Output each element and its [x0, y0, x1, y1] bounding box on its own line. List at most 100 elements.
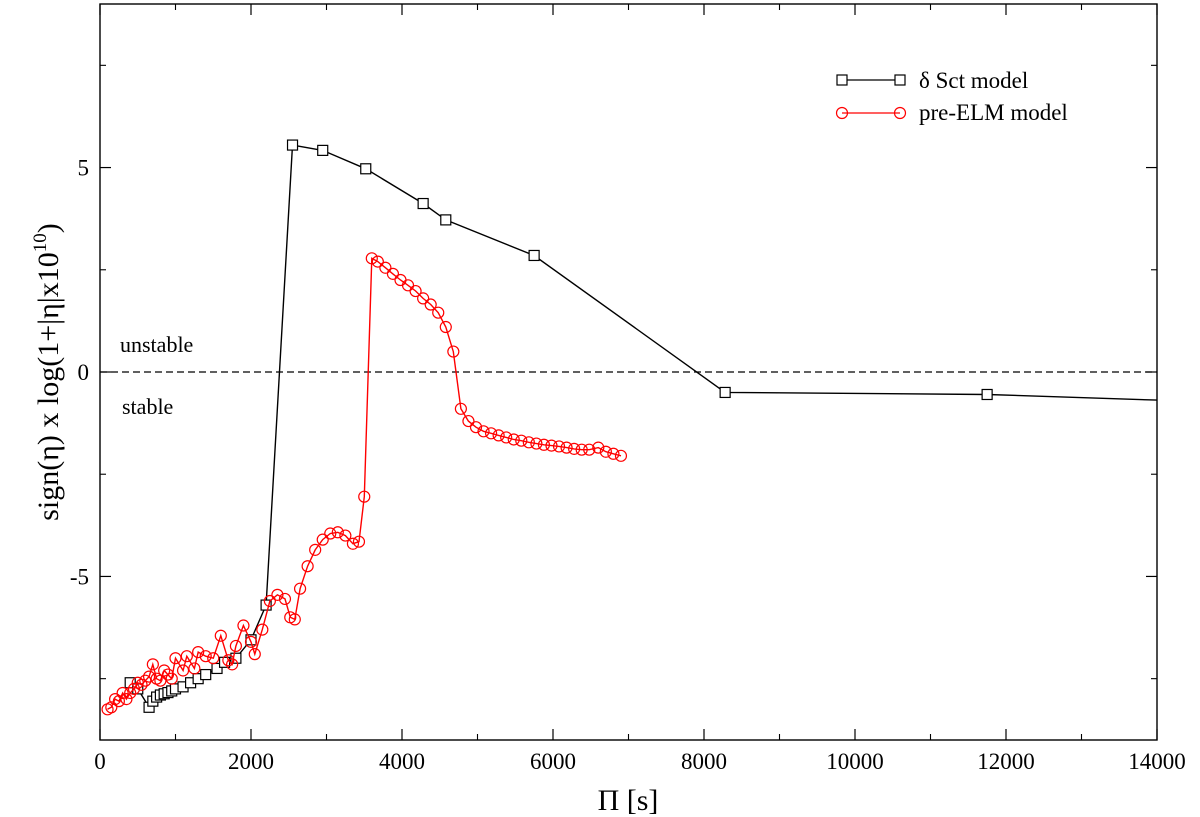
data-point-circle — [447, 345, 460, 358]
tick-labels: 0 2000 4000 6000 8000 10000 12000 14000 -5 0 5 — [70, 156, 1186, 774]
legend-circle-marker-icon — [835, 106, 849, 120]
data-point-circle — [188, 662, 201, 675]
data-point-circle — [583, 443, 596, 456]
data-point-circle — [599, 445, 612, 458]
data-point-circle — [409, 284, 422, 298]
y-axis-label-close: ) — [32, 223, 65, 233]
legend-circle-marker-icon — [893, 106, 907, 120]
data-point-square — [211, 662, 223, 675]
data-point-circle — [346, 537, 360, 550]
y-axis-label-main: sign(η) x log(1+|η|x10 — [32, 252, 65, 521]
data-point-circle — [169, 652, 182, 665]
data-point-circle — [439, 320, 452, 334]
data-point-circle — [256, 623, 269, 636]
data-point-circle — [607, 447, 620, 460]
data-point-circle — [522, 436, 535, 449]
x-tick-label: 10000 — [826, 749, 884, 774]
data-point-circle — [379, 261, 392, 274]
data-point-circle — [158, 664, 171, 677]
x-tick-label: 14000 — [1128, 749, 1186, 774]
data-point-circle — [293, 582, 307, 595]
data-point-circle — [477, 425, 490, 438]
y-axis-label: sign(η) x log(1+|η|x1010) — [30, 223, 65, 521]
data-point-circle — [331, 526, 344, 539]
data-point-circle — [146, 658, 159, 671]
data-point-circle — [226, 658, 239, 671]
data-point-circle — [271, 588, 284, 601]
data-point-circle — [116, 686, 129, 700]
legend-square-marker-icon — [894, 74, 906, 86]
data-point-circle — [537, 438, 551, 451]
data-point-square — [440, 214, 452, 226]
legend-entry-delta-sct: δ Sct model — [836, 68, 1028, 93]
data-point-square — [1167, 396, 1177, 406]
data-point-circle — [199, 650, 212, 663]
data-point-circle — [248, 648, 261, 661]
data-point-circle — [454, 402, 467, 415]
data-point-circle — [176, 664, 190, 677]
x-tick-label: 6000 — [530, 749, 576, 774]
data-point-circle — [552, 440, 566, 453]
data-point-square — [286, 139, 299, 151]
data-point-square — [360, 163, 372, 175]
legend-entry-pre-elm: pre-ELM model — [835, 100, 1068, 125]
x-tick-label: 4000 — [379, 749, 425, 774]
data-point-circle — [469, 421, 483, 434]
data-point-circle — [263, 594, 276, 608]
data-point-circle — [301, 560, 314, 573]
data-point-square — [230, 652, 242, 664]
data-point-circle — [592, 441, 605, 454]
annotation-unstable: unstable — [120, 332, 193, 357]
series-pre-elm — [101, 252, 628, 716]
data-point-circle — [192, 645, 205, 659]
data-point-square — [417, 197, 429, 210]
data-point-circle — [339, 529, 352, 542]
legend-label-delta-sct: δ Sct model — [919, 68, 1028, 93]
series-delta-sct — [124, 139, 1177, 713]
y-tick-label: 0 — [78, 360, 90, 385]
annotation-stable: stable — [122, 394, 173, 419]
legend-label-pre-elm: pre-ELM model — [919, 100, 1068, 125]
tick-marks — [99, 4, 1158, 740]
data-point-circle — [165, 672, 178, 685]
series-line — [107, 257, 622, 710]
data-point-circle — [135, 678, 148, 691]
data-point-circle — [545, 439, 558, 452]
data-point-circle — [161, 668, 175, 681]
x-tick-label: 12000 — [977, 749, 1035, 774]
data-point-circle — [127, 682, 141, 695]
data-point-square — [981, 388, 993, 401]
x-tick-label: 8000 — [681, 749, 727, 774]
data-point-circle — [568, 442, 581, 455]
y-axis-label-superscript: 10 — [30, 233, 51, 252]
x-axis-label: Π [s] — [598, 784, 659, 817]
data-point-circle — [560, 441, 573, 454]
data-point-circle — [229, 639, 242, 653]
data-point-circle — [424, 298, 437, 311]
data-point-circle — [515, 434, 528, 447]
legend-square-marker-icon — [836, 74, 848, 86]
data-point-circle — [365, 252, 378, 265]
data-point-circle — [324, 527, 337, 540]
data-point-circle — [316, 533, 329, 546]
data-point-circle — [244, 635, 258, 648]
data-point-circle — [142, 670, 156, 683]
data-point-circle — [386, 267, 400, 280]
data-point-circle — [500, 431, 513, 444]
data-point-circle — [124, 686, 137, 700]
data-point-circle — [371, 255, 384, 268]
legend: δ Sct model pre-ELM model — [835, 68, 1068, 125]
data-point-circle — [180, 650, 193, 663]
data-point-circle — [237, 619, 250, 632]
series-layer — [100, 139, 1177, 716]
data-point-circle — [139, 674, 152, 687]
data-point-circle — [288, 613, 301, 626]
data-point-circle — [214, 629, 227, 642]
data-point-circle — [309, 543, 322, 556]
y-tick-label: 5 — [78, 156, 90, 181]
data-point-square — [200, 668, 212, 681]
plot-frame — [99, 3, 1158, 741]
y-tick-label: -5 — [70, 564, 89, 589]
data-point-circle — [614, 449, 628, 462]
